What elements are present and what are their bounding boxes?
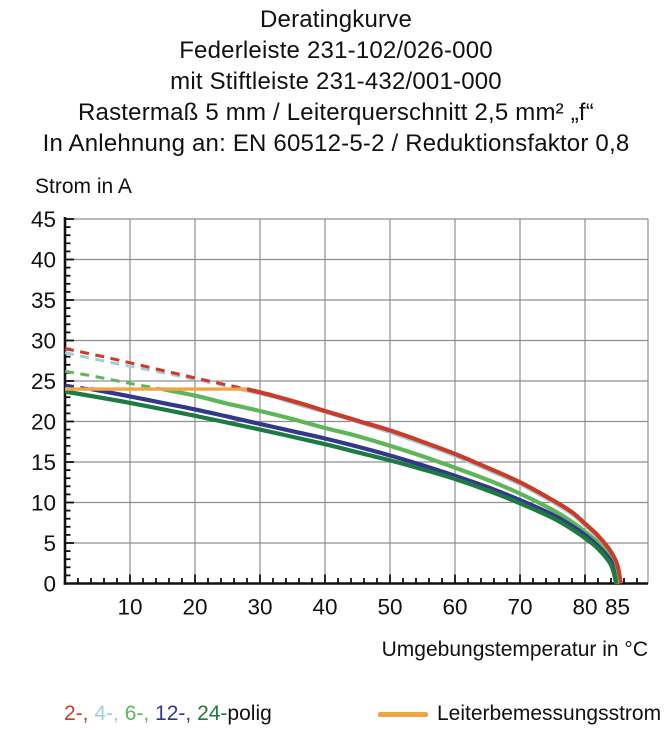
derating-curves [64,347,623,585]
legend-pole-2: 2-, [64,702,95,725]
axis-ticks [65,218,638,585]
tick-labels: 0 5 10 15 20 25 30 35 40 45 10 20 30 40 50 60 70 80 85 [31,207,630,620]
x-tick-label: 70 [507,595,532,620]
y-tick-label: 0 [43,572,56,597]
rated-current-line-swatch [378,711,428,717]
rated-current-label: Leiterbemessungsstrom [437,702,662,725]
curve-12-polig [90,387,619,585]
x-tick-label: 40 [312,595,337,620]
legend-pole-4: 4-, [94,702,125,725]
x-tick-label: 10 [117,595,142,620]
legend-pole-12: 12-, [155,702,198,725]
pole-count-legend: 2-, 4-, 6-, 12-, 24-polig [64,702,272,726]
title-line-4: Rastermaß 5 mm / Leiterquerschnitt 2,5 m… [78,99,594,126]
rated-current-legend: Leiterbemessungsstrom [378,702,661,726]
y-tick-label: 5 [43,531,56,556]
curve-dashed-4-polig [64,351,241,391]
legend-pole-6: 6-, [124,702,156,725]
x-tick-label: 85 [605,595,630,620]
y-tick-label: 35 [31,288,56,313]
axes [63,217,648,585]
y-tick-label: 40 [31,248,56,273]
title-line-5: In Anlehnung an: EN 60512-5-2 / Reduktio… [42,130,630,157]
y-tick-label: 20 [31,410,56,435]
curve-2-polig [246,387,623,584]
y-tick-label: 25 [31,369,56,394]
legend-pole-24: 24- [197,702,228,725]
x-tick-label: 60 [442,595,467,620]
title-line-2: Federleiste 231-102/026-000 [179,37,493,64]
y-tick-label: 45 [31,207,56,232]
legend-polig-suffix: polig [227,702,272,725]
y-axis-title: Strom in A [35,175,132,198]
curve-6-polig [162,387,620,585]
title-line-1: Deratingkurve [259,6,412,33]
y-tick-label: 15 [31,450,56,475]
x-tick-label: 50 [377,595,402,620]
x-tick-label: 80 [572,595,597,620]
curve-dashed-2-polig [64,347,248,391]
curve-24-polig [64,389,619,585]
y-tick-label: 10 [31,491,56,516]
curve-dashed-6-polig [64,369,163,391]
x-tick-label: 30 [247,595,272,620]
x-tick-label: 20 [182,595,207,620]
x-axis-title: Umgebungstemperatur in °C [381,638,648,661]
chart-title-block: Deratingkurve Federleiste 231-102/026-00… [0,4,672,159]
y-tick-label: 30 [31,329,56,354]
title-line-3: mit Stiftleiste 231-432/001-000 [170,68,502,95]
